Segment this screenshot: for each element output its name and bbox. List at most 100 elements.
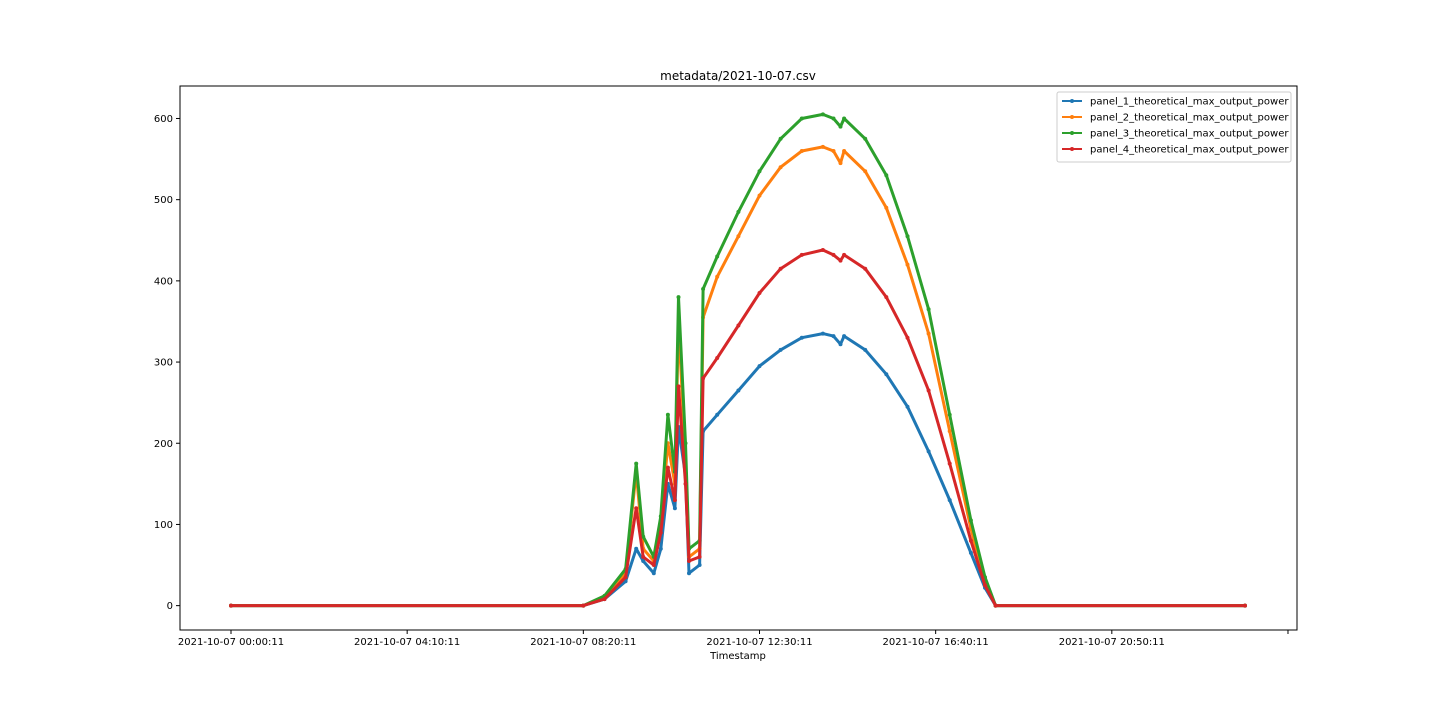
- series-point-4: [993, 603, 998, 608]
- series-point-4: [634, 506, 639, 511]
- series-point-1: [697, 563, 702, 567]
- legend-marker-2: [1070, 115, 1074, 119]
- series-point-3: [926, 307, 931, 312]
- series-point-3: [757, 169, 762, 174]
- series-point-4: [623, 575, 628, 580]
- series-point-4: [641, 554, 646, 559]
- series-point-4: [665, 465, 670, 470]
- legend-marker-3: [1070, 131, 1074, 135]
- series-point-1: [757, 364, 762, 369]
- series-point-1: [905, 404, 910, 409]
- series-point-1: [799, 335, 804, 340]
- y-tick-label: 100: [154, 520, 173, 531]
- series-point-2: [778, 165, 783, 170]
- series-point-4: [838, 258, 843, 263]
- legend-label-4: panel_4_theoretical_max_output_power: [1090, 145, 1289, 156]
- series-point-4: [701, 376, 706, 381]
- series-point-4: [676, 384, 681, 389]
- series-point-4: [736, 323, 741, 328]
- plot-frame: [179, 85, 1298, 631]
- series-point-3: [799, 116, 804, 121]
- series-point-4: [778, 266, 783, 271]
- series-point-3: [905, 234, 910, 239]
- series-point-2: [799, 149, 804, 153]
- series-point-4: [687, 559, 691, 563]
- series-point-1: [778, 347, 783, 352]
- series-point-2: [947, 429, 952, 434]
- y-tick-label: 300: [154, 358, 173, 369]
- legend: panel_1_theoretical_max_output_powerpane…: [1056, 91, 1292, 163]
- series-point-4: [983, 583, 987, 588]
- series-point-1: [715, 412, 720, 417]
- legend-label-2: panel_2_theoretical_max_output_power: [1090, 113, 1289, 124]
- series-point-1: [641, 559, 646, 563]
- series-point-4: [658, 530, 663, 535]
- series-point-3: [634, 461, 639, 466]
- series-point-1: [687, 571, 691, 576]
- series-point-1: [658, 546, 663, 551]
- series-point-1: [926, 449, 931, 454]
- series-point-4: [905, 335, 910, 340]
- x-tick-label: 2021-10-07 00:00:11: [178, 637, 284, 648]
- series-point-3: [947, 412, 952, 417]
- y-axis: 0 100 200 300 400 500 600: [154, 114, 180, 612]
- series-point-2: [926, 331, 931, 336]
- series-point-2: [820, 144, 825, 149]
- series-point-3: [831, 116, 836, 121]
- series-point-1: [651, 571, 656, 576]
- series-layer: [229, 112, 1247, 608]
- series-point-2: [736, 234, 741, 239]
- series-point-1: [831, 334, 836, 339]
- legend-label-1: panel_1_theoretical_max_output_power: [1090, 97, 1289, 108]
- x-tick-label: 2021-10-07 04:10:11: [354, 637, 460, 648]
- series-point-3: [676, 295, 681, 300]
- series-point-1: [947, 498, 952, 503]
- y-tick-label: 400: [154, 276, 173, 287]
- series-point-3: [968, 518, 973, 523]
- legend-marker-1: [1070, 99, 1074, 103]
- series-point-4: [947, 461, 952, 466]
- series-point-1: [634, 546, 639, 551]
- chart-title: metadata/2021-10-07.csv: [660, 69, 816, 83]
- series-point-3: [863, 136, 868, 141]
- y-tick-label: 600: [154, 114, 173, 125]
- series-point-1: [884, 372, 889, 377]
- series-point-4: [651, 563, 656, 567]
- legend-marker-4: [1070, 147, 1074, 151]
- series-point-1: [820, 331, 825, 336]
- y-tick-label: 200: [154, 439, 173, 450]
- series-point-1: [863, 347, 868, 352]
- series-point-1: [672, 506, 677, 511]
- series-point-4: [602, 597, 607, 602]
- series-point-4: [715, 356, 720, 360]
- x-tick-label: 2021-10-07 20:50:11: [1059, 637, 1165, 648]
- series-point-2: [884, 205, 889, 210]
- x-axis-label: Timestamp: [709, 651, 766, 662]
- series-point-2: [838, 161, 843, 166]
- series-point-2: [863, 169, 868, 174]
- series-point-4: [968, 538, 973, 543]
- series-point-2: [831, 149, 836, 153]
- series-point-4: [757, 291, 762, 295]
- y-tick-label: 500: [154, 195, 173, 206]
- series-point-2: [842, 149, 847, 153]
- series-point-3: [778, 136, 783, 141]
- series-point-3: [715, 254, 720, 259]
- x-tick-label: 2021-10-07 16:40:11: [883, 637, 989, 648]
- legend-box: [1056, 91, 1292, 163]
- series-point-4: [820, 248, 825, 252]
- series-point-3: [838, 124, 843, 129]
- series-point-4: [884, 295, 889, 300]
- series-point-4: [842, 252, 847, 257]
- x-tick-label: 2021-10-07 08:20:11: [530, 637, 636, 648]
- series-point-4: [863, 266, 868, 271]
- series-point-3: [884, 173, 889, 178]
- series-point-4: [683, 481, 688, 486]
- series-point-3: [820, 112, 825, 117]
- series-point-3: [641, 534, 646, 539]
- x-tick-label: 2021-10-07 12:30:11: [706, 637, 812, 648]
- series-point-4: [1243, 603, 1247, 608]
- series-point-4: [672, 498, 677, 503]
- y-tick-label: 0: [167, 601, 173, 612]
